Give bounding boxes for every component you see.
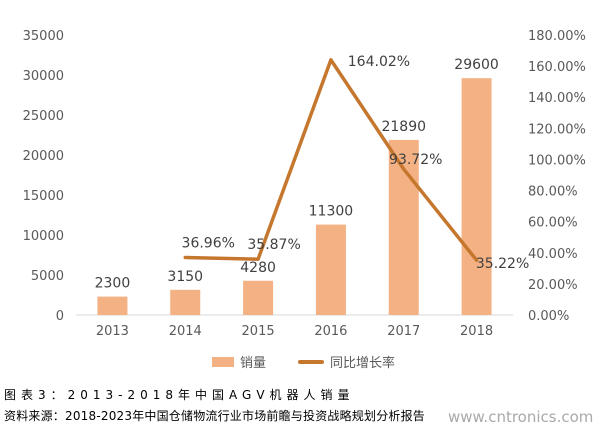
y-right-tick-label: 160.00% [528, 60, 586, 75]
y-left-tick-label: 30000 [23, 69, 64, 84]
y-right-tick-label: 140.00% [528, 91, 586, 106]
figure-source: 资料来源：2018-2023年中国仓储物流行业市场前瞻与投资战略规划分析报告 [4, 409, 426, 423]
y-left-tick-label: 15000 [23, 189, 64, 204]
legend-item-growth: 同比增长率 [298, 352, 395, 371]
x-tick-label: 2018 [460, 324, 493, 339]
x-tick-label: 2015 [242, 324, 275, 339]
bar [170, 289, 201, 315]
y-right-tick-label: 80.00% [528, 185, 578, 200]
bar-data-label: 2300 [95, 276, 131, 292]
bar [97, 296, 128, 315]
y-left-tick-label: 10000 [23, 229, 64, 244]
legend-swatch-bar [212, 356, 234, 367]
y-right-tick-label: 0.00% [528, 309, 569, 324]
bar-data-label: 21890 [381, 119, 426, 135]
y-right-tick-label: 180.00% [528, 29, 586, 44]
y-left-tick-label: 0 [56, 309, 64, 324]
legend-swatch-line [298, 359, 324, 364]
bar [461, 78, 492, 315]
y-right-tick-label: 40.00% [528, 247, 578, 262]
line-data-label: 93.72% [389, 152, 442, 168]
line-data-label: 35.22% [476, 256, 529, 272]
legend-label-growth: 同比增长率 [330, 356, 396, 371]
figure-title: 图表3：2013-2018年中国AGV机器人销量 [4, 388, 355, 402]
bar-data-label: 4280 [240, 260, 276, 276]
watermark: www.cntronics.com [448, 408, 594, 426]
y-right-tick-label: 120.00% [528, 122, 586, 137]
y-left-tick-label: 20000 [23, 149, 64, 164]
line-data-label: 35.87% [247, 237, 300, 253]
bar [243, 280, 274, 315]
y-left-tick-label: 35000 [23, 29, 64, 44]
y-right-tick-label: 20.00% [528, 278, 578, 293]
y-right-tick-label: 60.00% [528, 216, 578, 231]
x-tick-label: 2013 [96, 324, 129, 339]
bar-data-label: 29600 [454, 57, 499, 73]
legend-label-sales: 销量 [240, 356, 267, 371]
line-data-label: 36.96% [182, 236, 235, 252]
legend-item-sales: 销量 [212, 352, 266, 371]
bar-data-label: 3150 [167, 269, 203, 285]
chart-legend: 销量 同比增长率 [0, 352, 600, 372]
y-left-tick-label: 25000 [23, 109, 64, 124]
y-left-tick-label: 5000 [31, 269, 64, 284]
bar-data-label: 11300 [309, 204, 354, 220]
y-right-tick-label: 100.00% [528, 153, 586, 168]
line-data-label: 164.02% [348, 54, 410, 70]
x-tick-label: 2016 [314, 324, 347, 339]
x-tick-label: 2014 [169, 324, 202, 339]
growth-line [183, 58, 479, 262]
x-tick-label: 2017 [387, 324, 420, 339]
chart-canvas: 0 5000 10000 15000 20000 25000 30000 35000 0.00%… [23, 29, 586, 339]
bar [315, 224, 346, 315]
